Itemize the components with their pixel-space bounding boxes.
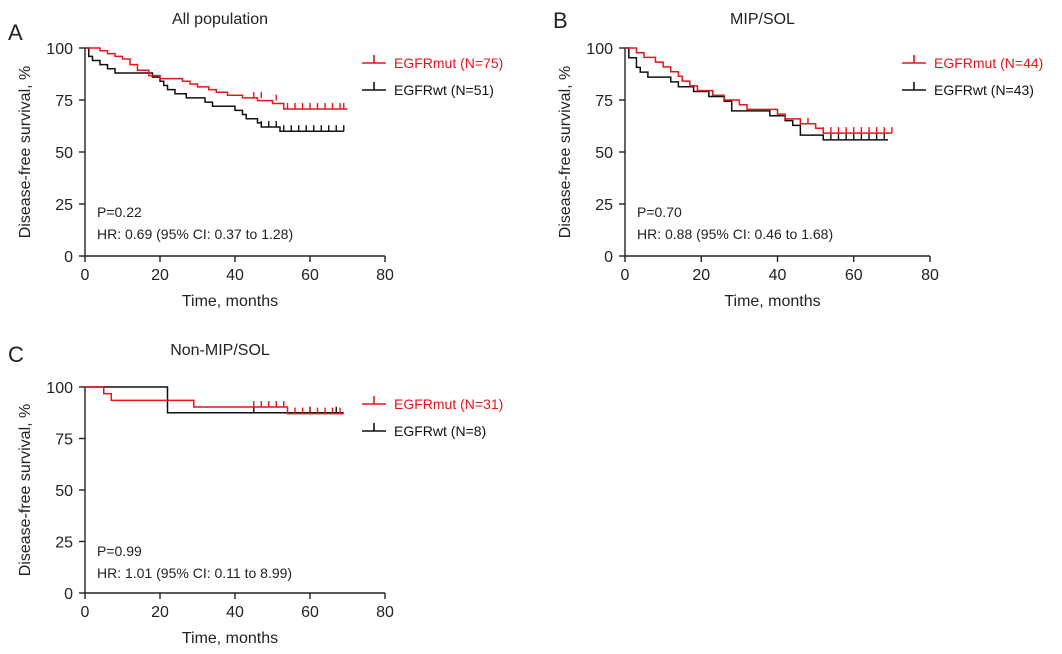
y-tick-label: 100 <box>46 380 73 397</box>
x-tick-label: 60 <box>301 267 319 284</box>
legend-label: EGFRmut (N=44) <box>934 55 1043 71</box>
x-tick-label: 60 <box>301 604 319 621</box>
legend-label: EGFRmut (N=31) <box>394 396 503 412</box>
panel-title: Non-MIP/SOL <box>170 342 270 359</box>
panel-title: All population <box>172 11 268 28</box>
x-tick-label: 20 <box>151 604 169 621</box>
x-tick-label: 60 <box>845 267 863 284</box>
legend-label: EGFRmut (N=75) <box>394 55 503 71</box>
y-tick-label: 75 <box>55 432 73 449</box>
panel-a: A All population 0 20 40 60 80 0 25 50 75 100 Time, … <box>8 11 503 310</box>
y-tick-label: 75 <box>55 93 73 110</box>
y-tick-label: 0 <box>64 586 73 603</box>
x-axis-title: Time, months <box>724 293 820 310</box>
x-tick-label: 20 <box>692 267 710 284</box>
y-axis-title: Disease-free survival, % <box>557 66 574 239</box>
survival-curve <box>625 47 892 134</box>
y-tick-label: 25 <box>595 197 613 214</box>
y-axis-title: Disease-free survival, % <box>17 66 34 239</box>
x-tick-label: 0 <box>81 604 90 621</box>
x-axis-title: Time, months <box>182 293 278 310</box>
panel-label: C <box>8 342 24 367</box>
x-tick-label: 80 <box>921 267 939 284</box>
x-tick-label: 20 <box>151 267 169 284</box>
y-tick-label: 25 <box>55 535 73 552</box>
x-tick-label: 40 <box>226 267 244 284</box>
y-tick-label: 50 <box>595 145 613 162</box>
survival-curve <box>85 47 344 132</box>
x-tick-label: 80 <box>376 267 394 284</box>
y-tick-label: 50 <box>55 145 73 162</box>
stat-annotation: P=0.99 <box>97 543 142 559</box>
panel-title: MIP/SOL <box>730 11 795 28</box>
x-tick-label: 0 <box>81 267 90 284</box>
x-tick-label: 80 <box>376 604 394 621</box>
stat-annotation: HR: 1.01 (95% CI: 0.11 to 8.99) <box>97 565 292 581</box>
panel-label: B <box>553 8 568 33</box>
y-tick-label: 0 <box>64 249 73 266</box>
panel-b: B MIP/SOL 0 20 40 60 80 0 25 50 75 100 Time, months D… <box>553 8 1043 310</box>
stat-annotation: HR: 0.88 (95% CI: 0.46 to 1.68) <box>637 226 833 242</box>
y-axis-title: Disease-free survival, % <box>17 404 34 577</box>
survival-curve <box>85 386 344 415</box>
y-tick-label: 100 <box>46 41 73 58</box>
panel-label: A <box>8 20 23 45</box>
legend-label: EGFRwt (N=8) <box>394 423 486 439</box>
x-tick-label: 40 <box>226 604 244 621</box>
stat-annotation: HR: 0.69 (95% CI: 0.37 to 1.28) <box>97 226 293 242</box>
x-tick-label: 0 <box>621 267 630 284</box>
y-tick-label: 100 <box>586 41 613 58</box>
x-tick-label: 40 <box>769 267 787 284</box>
x-axis-title: Time, months <box>182 630 278 647</box>
y-tick-label: 25 <box>55 197 73 214</box>
legend-label: EGFRwt (N=51) <box>394 82 494 98</box>
panel-c: C Non-MIP/SOL 0 20 40 60 80 0 25 50 75 100 Time, mon… <box>8 342 503 647</box>
y-tick-label: 50 <box>55 483 73 500</box>
survival-curve <box>625 47 889 141</box>
survival-curve <box>85 47 348 110</box>
stat-annotation: P=0.70 <box>637 204 682 220</box>
y-tick-label: 0 <box>604 249 613 266</box>
stat-annotation: P=0.22 <box>97 204 142 220</box>
y-tick-label: 75 <box>595 93 613 110</box>
legend-label: EGFRwt (N=43) <box>934 82 1034 98</box>
